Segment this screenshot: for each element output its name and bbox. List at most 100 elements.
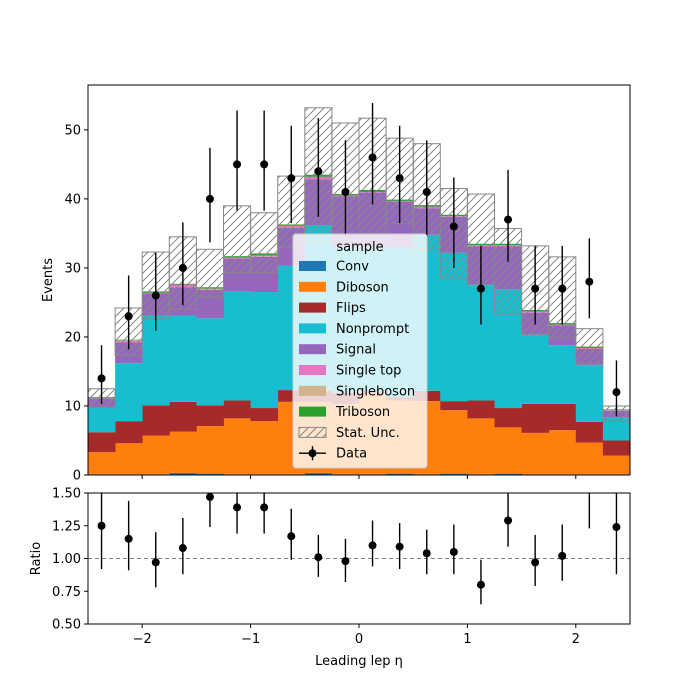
- legend-label-conv: Conv: [336, 260, 369, 275]
- legend-swatch-single-top: [299, 365, 326, 375]
- ratio-points: [97, 492, 621, 605]
- stat-unc-bin-6: [250, 212, 279, 274]
- stat-unc-bin-4: [195, 248, 224, 299]
- data-point-18: [585, 277, 594, 286]
- data-point-12: [422, 187, 431, 196]
- main-y-tick-label-3: 30: [64, 261, 81, 276]
- bar-diboson-bin-4: [196, 425, 224, 474]
- legend-label-nonprompt: Nonprompt: [336, 322, 409, 337]
- legend-label-flips: Flips: [336, 301, 366, 316]
- bar-diboson-bin-3: [169, 431, 197, 473]
- legend-label-triboson: Triboson: [335, 405, 390, 420]
- data-point-7: [287, 174, 296, 183]
- ratio-x-tick-label-3: 1: [463, 632, 471, 647]
- data-point-11: [395, 174, 404, 183]
- ratio-point-7: [287, 532, 296, 541]
- data-point-16: [531, 284, 540, 293]
- legend-label-diboson: Diboson: [336, 280, 389, 295]
- bar-flips-bin-1: [115, 421, 143, 444]
- bar-nonprompt-bin-6: [250, 292, 279, 409]
- data-point-3: [178, 263, 187, 272]
- bar-flips-bin-5: [223, 400, 251, 419]
- stat-unc-bin-5: [223, 205, 252, 274]
- legend-swatch-singleboson: [299, 385, 326, 396]
- bar-flips-bin-16: [521, 403, 550, 433]
- bar-diboson-bin-19: [602, 455, 631, 475]
- ratio-point-0: [97, 521, 106, 530]
- ratio-point-9: [341, 557, 350, 566]
- ratio-panel: 0.50 0.75 1.00 1.25 1.50 −2 −1 0 1 2 Ratio Leadin…: [29, 487, 631, 669]
- legend-label-single-top: Single top: [336, 364, 401, 379]
- legend-swatch-flips: [299, 302, 326, 313]
- bar-diboson-bin-16: [521, 432, 550, 475]
- data-point-2: [151, 291, 160, 300]
- bar-flips-bin-3: [169, 401, 197, 432]
- bar-flips-bin-14: [467, 400, 495, 419]
- legend-title: sample: [336, 240, 383, 255]
- stat-unc-bin-18: [575, 328, 604, 365]
- bar-flips-bin-18: [575, 421, 604, 443]
- ratio-point-17: [558, 551, 567, 560]
- legend-label-stat-unc-: Stat. Unc.: [336, 426, 400, 441]
- main-axis-ticks: 0 10 20 30 40 50: [64, 123, 577, 484]
- ratio-point-1: [124, 534, 133, 543]
- bar-conv-bin-4: [196, 473, 224, 475]
- data-point-17: [558, 284, 567, 293]
- main-y-axis-label: Events: [41, 258, 56, 302]
- bar-nonprompt-bin-5: [223, 291, 251, 401]
- data-point-19: [612, 388, 621, 397]
- bar-nonprompt-bin-19: [602, 417, 631, 441]
- ratio-y-tick-label-0: 0.50: [52, 618, 81, 633]
- bar-diboson-bin-5: [223, 418, 251, 475]
- bar-flips-bin-4: [196, 405, 224, 426]
- bar-diboson-bin-17: [548, 430, 577, 475]
- bar-conv-bin-3: [169, 472, 197, 475]
- ratio-point-5: [233, 503, 242, 512]
- ratio-point-8: [314, 553, 323, 562]
- data-point-15: [504, 215, 513, 224]
- bar-flips-bin-13: [440, 401, 468, 411]
- main-y-tick-label-2: 20: [64, 330, 81, 345]
- bar-flips-bin-0: [88, 432, 116, 453]
- ratio-x-tick-label-4: 2: [572, 632, 580, 647]
- legend-swatch-nonprompt: [299, 323, 326, 334]
- ratio-point-11: [395, 542, 404, 551]
- data-point-8: [314, 167, 323, 176]
- legend-label-data: Data: [336, 447, 367, 462]
- bar-flips-bin-2: [142, 405, 170, 436]
- ratio-point-2: [151, 558, 160, 567]
- data-point-10: [368, 153, 377, 162]
- main-y-tick-label-0: 0: [73, 469, 81, 484]
- bar-diboson-bin-2: [142, 435, 170, 475]
- main-histogram-panel: 0 10 20 30 40 50 Events sample Conv Diboson Flip…: [41, 84, 631, 484]
- x-axis-label: Leading lep η: [315, 654, 403, 669]
- ratio-x-tick-label-1: −1: [241, 632, 260, 647]
- ratio-point-15: [504, 516, 513, 525]
- legend-box: [292, 233, 428, 469]
- bar-diboson-bin-14: [467, 418, 495, 475]
- legend-swatch-conv: [299, 261, 326, 271]
- legend-swatch-triboson: [299, 406, 326, 417]
- bar-nonprompt-bin-3: [169, 315, 197, 402]
- bar-conv-bin-8: [304, 472, 333, 475]
- legend: sample Conv Diboson Flips Nonprompt Signal Sin…: [292, 233, 428, 469]
- bar-conv-bin-11: [386, 473, 414, 475]
- main-y-tick-label-5: 50: [64, 123, 81, 138]
- bar-nonprompt-bin-17: [548, 345, 577, 404]
- bar-flips-bin-19: [602, 440, 631, 456]
- legend-swatch-signal: [299, 344, 326, 355]
- bar-diboson-bin-6: [250, 421, 279, 475]
- ratio-y-tick-label-3: 1.25: [52, 519, 81, 534]
- data-point-14: [476, 284, 485, 293]
- ratio-point-19: [612, 523, 621, 532]
- data-point-4: [205, 194, 214, 203]
- legend-swatch-data: [308, 449, 317, 458]
- bar-flips-bin-6: [250, 408, 279, 422]
- bar-diboson-bin-0: [88, 452, 116, 475]
- bar-diboson-bin-18: [575, 442, 604, 475]
- ratio-point-10: [368, 541, 377, 550]
- ratio-y-axis-label: Ratio: [29, 542, 44, 575]
- legend-label-signal: Signal: [336, 343, 376, 358]
- data-point-0: [97, 374, 106, 383]
- bar-nonprompt-bin-18: [575, 365, 604, 422]
